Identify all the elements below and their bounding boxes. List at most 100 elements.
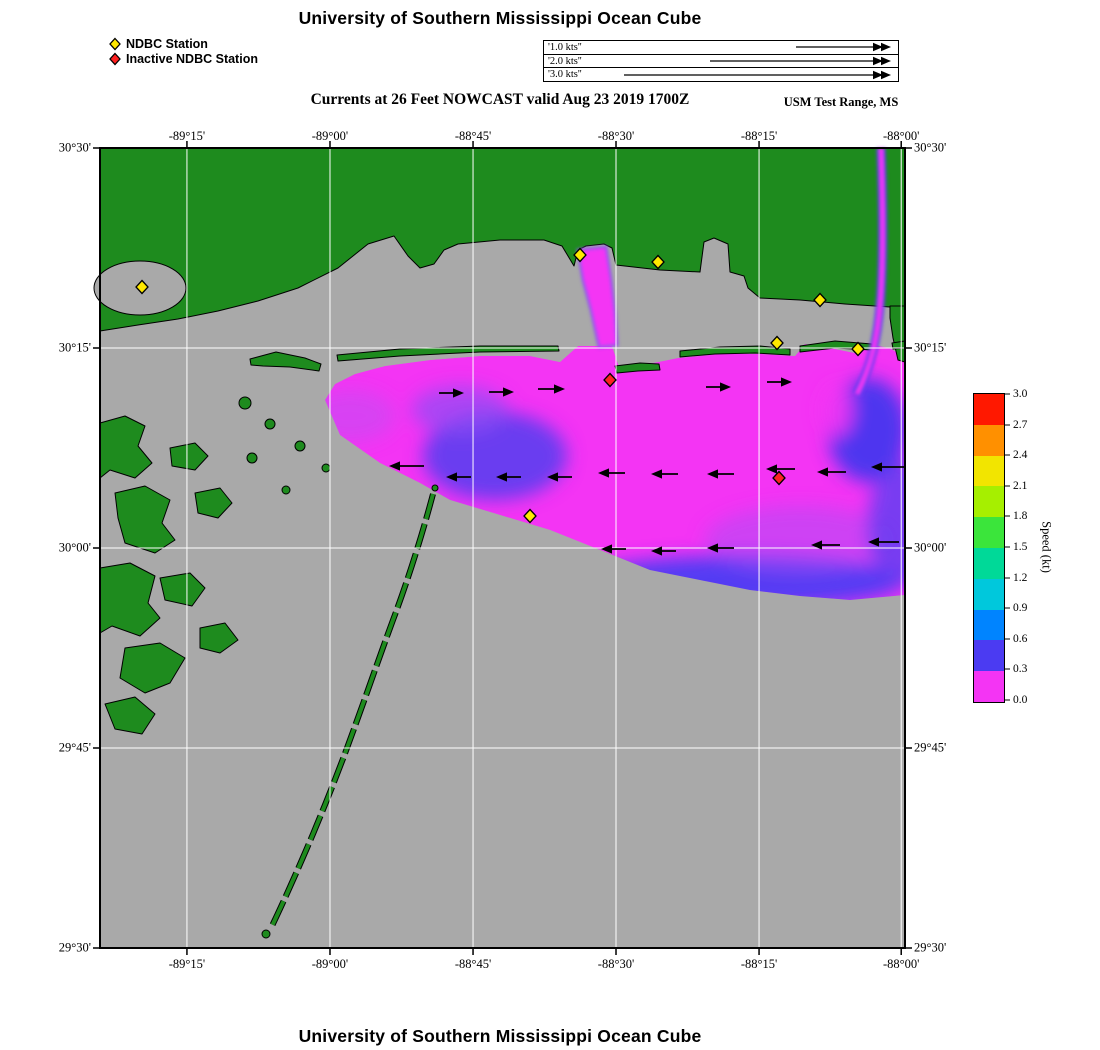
estuary-plumes xyxy=(576,147,888,397)
inactive-ndbc-station-marker xyxy=(772,470,786,486)
ndbc-station-marker xyxy=(135,279,149,295)
map-border xyxy=(99,147,906,949)
y-axis-tick-left: 29°30' xyxy=(58,940,91,955)
bay-plume xyxy=(576,245,619,349)
scale-row-1: '1.0 kts'' xyxy=(544,41,898,54)
colorbar-segment xyxy=(974,547,1004,579)
colorbar-segment xyxy=(974,486,1004,518)
legend-item-inactive: Inactive NDBC Station xyxy=(108,51,258,66)
current-vector-arrow xyxy=(538,384,565,394)
current-vectors xyxy=(389,377,904,556)
colorbar-segment xyxy=(974,578,1004,610)
figure-title-bottom: University of Southern Mississippi Ocean… xyxy=(298,1026,702,1046)
scale-row-label: '3.0 kts'' xyxy=(548,69,582,81)
current-vector-arrow xyxy=(706,382,731,392)
current-vector-arrow xyxy=(489,387,514,397)
marsh xyxy=(99,415,153,479)
colorbar-tick-mark xyxy=(1005,454,1010,456)
current-vector-arrow xyxy=(496,472,521,482)
scale-row-2: '2.0 kts'' xyxy=(544,53,898,68)
y-axis-tick-right: 29°30' xyxy=(914,940,947,955)
marsh-islet xyxy=(264,418,276,430)
figure-title-top: University of Southern Mississippi Ocean… xyxy=(298,8,702,28)
colorbar-tick-mark xyxy=(1005,638,1010,640)
current-vector-arrow xyxy=(651,469,678,479)
y-axis-tick-left: 29°45' xyxy=(58,740,91,755)
marsh xyxy=(104,696,156,735)
current-vector-arrow xyxy=(446,472,471,482)
x-axis-tick-bottom: -88°15' xyxy=(740,957,778,971)
x-axis-tick-top: -88°00' xyxy=(882,129,920,143)
current-vector-arrow xyxy=(651,546,676,556)
colorbar-tick-label: 2.1 xyxy=(1013,479,1028,492)
barrier-island-east xyxy=(679,345,791,358)
current-vector-arrow xyxy=(439,388,464,398)
colorbar-tick-label: 1.5 xyxy=(1013,541,1028,553)
current-vector-arrow xyxy=(868,537,899,547)
scale-arrow-2kt xyxy=(710,56,891,66)
legend-item-label: Inactive NDBC Station xyxy=(126,51,258,66)
ndbc-station-marker xyxy=(813,292,827,308)
y-axis-tick-right: 30°30' xyxy=(914,140,947,155)
current-vector-arrow xyxy=(547,472,572,482)
map-area xyxy=(93,141,912,955)
marsh-islet xyxy=(294,440,306,452)
colorbar-tick-mark xyxy=(1005,699,1010,701)
station-legend: NDBC Station Inactive NDBC Station xyxy=(108,36,258,66)
colorbar-segment xyxy=(974,394,1004,425)
current-vector-arrow xyxy=(767,377,792,387)
y-axis-tick-left: 30°00' xyxy=(58,540,91,555)
marsh xyxy=(99,562,161,637)
legend-item-active: NDBC Station xyxy=(108,36,258,51)
colorbar-tick-label: 1.2 xyxy=(1013,571,1028,584)
x-axis-tick-top: -88°30' xyxy=(597,129,635,143)
x-axis-tick-bottom: -88°30' xyxy=(597,957,635,971)
inactive-ndbc-station-marker xyxy=(603,372,617,388)
marsh-islet xyxy=(238,396,252,410)
y-axis-tick-right: 30°00' xyxy=(914,540,947,555)
colorbar-tick-mark xyxy=(1005,668,1010,670)
colorbar-segment xyxy=(974,424,1004,456)
station-markers xyxy=(135,247,865,524)
colorbar-tick-mark xyxy=(1005,546,1010,548)
colorbar-tick-mark xyxy=(1005,607,1010,609)
y-axis-tick-right: 30°15' xyxy=(914,340,947,355)
marsh xyxy=(194,487,233,519)
x-axis-tick-top: -88°45' xyxy=(454,129,492,143)
colorbar-tick-label: 0.6 xyxy=(1013,632,1028,645)
colorbar-tick-label: 3.0 xyxy=(1013,388,1028,400)
current-vector-arrow xyxy=(817,467,846,477)
map-subtitle: Currents at 26 Feet NOWCAST valid Aug 23… xyxy=(310,91,690,108)
colorbar-tick-mark xyxy=(1005,485,1010,487)
colorbar-tick-mark xyxy=(1005,424,1010,426)
y-axis-tick-right: 29°45' xyxy=(914,740,947,755)
colorbar-tick-label: 1.8 xyxy=(1013,510,1028,523)
scale-row-3: '3.0 kts'' xyxy=(544,67,898,81)
colorbar-gradient xyxy=(973,393,1005,703)
current-vector-arrow xyxy=(707,543,734,553)
colorbar-segment xyxy=(974,455,1004,487)
x-axis-tick-bottom: -88°45' xyxy=(454,957,492,971)
colorbar-axis-label: Speed (kt) xyxy=(1039,521,1054,573)
ndbc-station-marker xyxy=(523,508,537,524)
inactive-ndbc-station-icon xyxy=(109,52,121,65)
scale-row-label: '2.0 kts'' xyxy=(548,55,582,67)
marsh xyxy=(119,642,186,694)
y-axis-tick-left: 30°30' xyxy=(58,140,91,155)
current-vector-arrow xyxy=(811,540,840,550)
x-axis-tick-top: -88°15' xyxy=(740,129,778,143)
current-vector-arrow xyxy=(598,468,625,478)
region-label: USM Test Range, MS xyxy=(783,95,899,109)
marsh xyxy=(169,442,209,471)
colorbar-tick-label: 0.3 xyxy=(1013,663,1028,676)
marsh xyxy=(114,485,176,554)
current-vector-arrow xyxy=(389,461,424,471)
island-mid xyxy=(614,362,661,374)
current-vector-arrow xyxy=(871,462,904,472)
islet xyxy=(261,929,271,939)
colorbar-tick-label: 2.4 xyxy=(1013,449,1028,462)
y-axis-tick-left: 30°15' xyxy=(58,340,91,355)
ndbc-station-marker xyxy=(851,341,865,357)
current-vector-arrow xyxy=(766,464,795,474)
